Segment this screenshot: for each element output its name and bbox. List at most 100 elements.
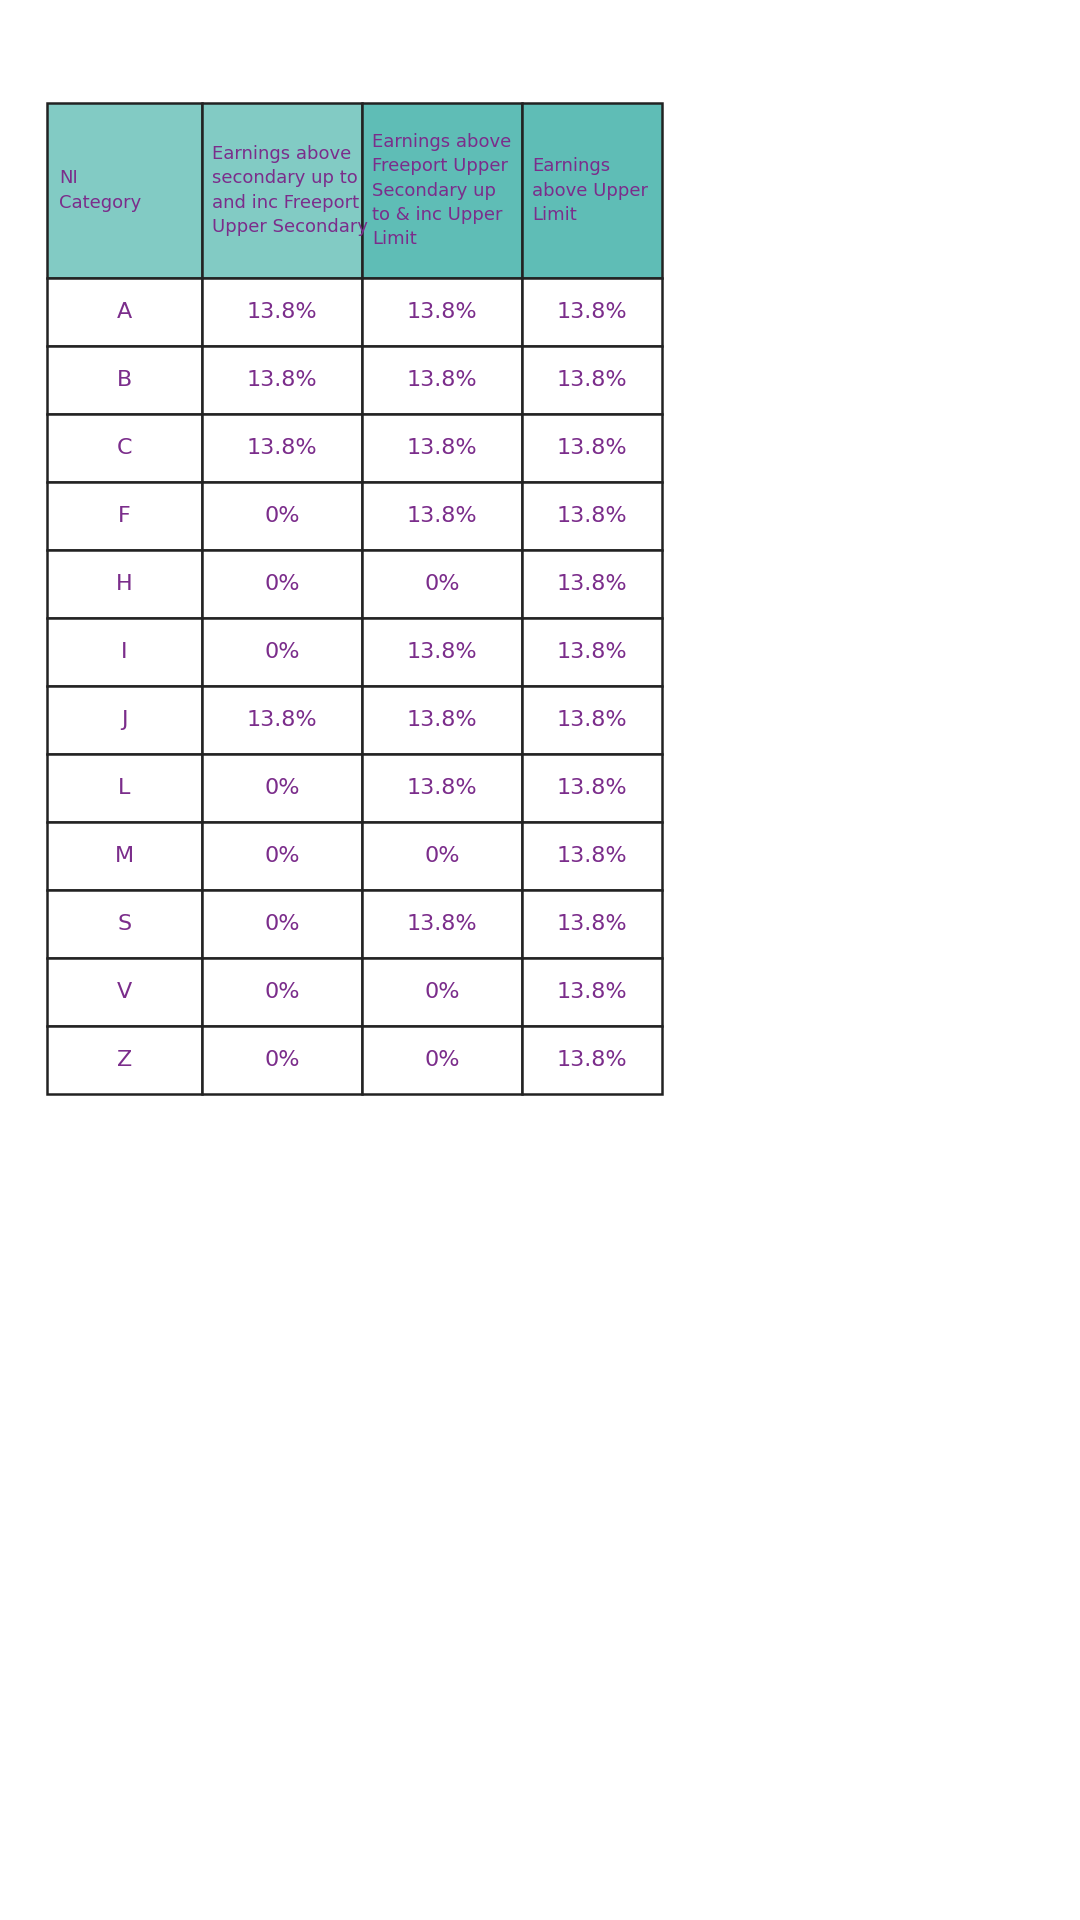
Bar (522, 755, 662, 822)
Text: 13.8%: 13.8% (556, 301, 627, 323)
Bar (362, 685, 522, 755)
Bar (48, 346, 202, 415)
Bar (362, 549, 522, 618)
Text: 13.8%: 13.8% (556, 847, 627, 866)
Bar (522, 958, 662, 1025)
Text: C: C (117, 438, 132, 459)
Text: L: L (119, 778, 131, 799)
Bar (48, 822, 202, 891)
Bar (362, 822, 522, 891)
Text: M: M (114, 847, 134, 866)
Bar (522, 891, 662, 958)
Bar (362, 891, 522, 958)
Bar (48, 958, 202, 1025)
Text: 13.8%: 13.8% (407, 507, 477, 526)
Bar (522, 278, 662, 346)
Bar (48, 755, 202, 822)
Bar (522, 104, 662, 278)
Bar (202, 618, 362, 685)
Bar (362, 482, 522, 549)
Bar (48, 415, 202, 482)
Bar (362, 278, 522, 346)
Text: 13.8%: 13.8% (556, 981, 627, 1002)
Bar (48, 618, 202, 685)
Bar (362, 1025, 522, 1094)
Text: 0%: 0% (265, 641, 300, 662)
Text: H: H (117, 574, 133, 593)
Bar (522, 482, 662, 549)
Bar (202, 755, 362, 822)
Bar (202, 891, 362, 958)
Text: 0%: 0% (265, 507, 300, 526)
Text: 0%: 0% (265, 778, 300, 799)
Text: 0%: 0% (265, 1050, 300, 1069)
Text: 13.8%: 13.8% (556, 641, 627, 662)
Bar (522, 618, 662, 685)
Bar (522, 822, 662, 891)
Bar (48, 278, 202, 346)
Text: 13.8%: 13.8% (407, 301, 477, 323)
Text: 13.8%: 13.8% (407, 778, 477, 799)
Text: 13.8%: 13.8% (556, 1050, 627, 1069)
Text: 13.8%: 13.8% (407, 710, 477, 730)
Bar (202, 104, 362, 278)
Text: S: S (118, 914, 132, 933)
Text: 0%: 0% (424, 847, 460, 866)
Bar (48, 104, 202, 278)
Text: 13.8%: 13.8% (556, 778, 627, 799)
Bar (202, 685, 362, 755)
Bar (522, 685, 662, 755)
Bar (362, 415, 522, 482)
Text: 0%: 0% (265, 914, 300, 933)
Bar (522, 346, 662, 415)
Bar (202, 415, 362, 482)
Bar (202, 278, 362, 346)
Text: J: J (121, 710, 127, 730)
Bar (522, 1025, 662, 1094)
Bar (362, 104, 522, 278)
Text: 13.8%: 13.8% (246, 371, 318, 390)
Text: 0%: 0% (265, 574, 300, 593)
Bar (48, 685, 202, 755)
Text: B: B (117, 371, 132, 390)
Text: 13.8%: 13.8% (246, 710, 318, 730)
Bar (202, 482, 362, 549)
Text: 13.8%: 13.8% (556, 507, 627, 526)
Text: Earnings above
Freeport Upper
Secondary up
to & inc Upper
Limit: Earnings above Freeport Upper Secondary … (372, 132, 511, 248)
Text: 13.8%: 13.8% (556, 438, 627, 459)
Bar (362, 755, 522, 822)
Bar (48, 891, 202, 958)
Bar (522, 549, 662, 618)
Text: Z: Z (117, 1050, 132, 1069)
Text: 13.8%: 13.8% (407, 641, 477, 662)
Text: F: F (118, 507, 131, 526)
Text: Earnings
above Upper
Limit: Earnings above Upper Limit (532, 157, 648, 225)
Text: 13.8%: 13.8% (407, 914, 477, 933)
Text: NI
Category: NI Category (59, 169, 141, 211)
Bar (48, 549, 202, 618)
Bar (522, 415, 662, 482)
Text: 13.8%: 13.8% (556, 914, 627, 933)
Text: I: I (121, 641, 127, 662)
Bar (362, 346, 522, 415)
Bar (48, 1025, 202, 1094)
Bar (362, 618, 522, 685)
Text: 13.8%: 13.8% (556, 574, 627, 593)
Text: V: V (117, 981, 132, 1002)
Bar (202, 822, 362, 891)
Text: 13.8%: 13.8% (407, 371, 477, 390)
Text: 0%: 0% (265, 981, 300, 1002)
Text: 0%: 0% (265, 847, 300, 866)
Text: 13.8%: 13.8% (556, 710, 627, 730)
Bar (202, 958, 362, 1025)
Text: A: A (117, 301, 132, 323)
Bar (202, 346, 362, 415)
Text: 0%: 0% (424, 574, 460, 593)
Bar (362, 958, 522, 1025)
Text: 0%: 0% (424, 1050, 460, 1069)
Text: 0%: 0% (424, 981, 460, 1002)
Bar (202, 1025, 362, 1094)
Bar (202, 549, 362, 618)
Bar (48, 482, 202, 549)
Text: Earnings above
secondary up to
and inc Freeport
Upper Secondary: Earnings above secondary up to and inc F… (212, 146, 368, 236)
